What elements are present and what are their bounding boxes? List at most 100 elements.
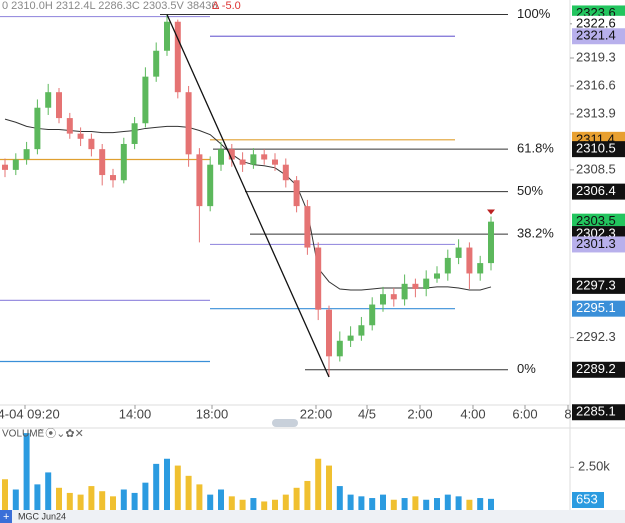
volume-bar: [444, 494, 451, 510]
volume-bar: [347, 494, 354, 510]
volume-bar: [185, 475, 192, 510]
price-badge: [572, 236, 625, 253]
x-tick-label: 18:00: [196, 406, 229, 421]
volume-bar: [423, 499, 430, 510]
candle-body: [239, 159, 246, 165]
y-tick-label: 2313.9: [576, 105, 616, 120]
volume-bar: [369, 498, 376, 510]
candle-body: [434, 273, 440, 279]
add-button[interactable]: [0, 510, 12, 523]
candle-body: [34, 107, 41, 150]
price-badge: [572, 141, 625, 158]
volume-bar: [304, 480, 311, 510]
x-tick-label: 4:00: [460, 406, 485, 421]
y-tick-label: 2319.3: [576, 49, 616, 64]
fib-label: 0%: [517, 361, 536, 376]
symbol-tab[interactable]: MGC Jun24: [18, 511, 66, 521]
candle-body: [401, 283, 408, 300]
volume-bar: [88, 486, 95, 510]
volume-bar: [293, 487, 300, 510]
volume-bar: [131, 492, 138, 510]
candle-body: [423, 278, 430, 289]
volume-badge-label: 653: [576, 491, 598, 506]
candle-body: [347, 335, 354, 341]
volume-bar: [99, 491, 106, 510]
price-badge: [572, 404, 625, 421]
add-icon[interactable]: +: [3, 511, 9, 523]
candle-body: [88, 138, 95, 150]
x-tick-label: 14:00: [119, 406, 152, 421]
candle-body: [326, 309, 332, 357]
price-badge: [572, 277, 625, 294]
volume-bar: [218, 489, 224, 510]
y-tick-label: 2292.3: [576, 329, 616, 344]
volume-bar: [455, 496, 462, 510]
delta: Δ -5.0: [212, 0, 241, 12]
volume-bar: [120, 489, 127, 510]
candle-body: [153, 50, 160, 77]
volume-bar: [315, 458, 322, 510]
ohlc-header: 0 2310.0H 2312.4L 2286.3C 2303.5V 38436: [2, 0, 218, 12]
candle-body: [261, 154, 268, 160]
candle-body: [66, 118, 73, 134]
candle-body: [23, 149, 30, 160]
volume-bar: [110, 496, 116, 510]
candle-body: [477, 263, 484, 274]
volume-bar: [164, 458, 170, 510]
x-tick-label: 04-04 09:20: [0, 406, 60, 421]
y-tick-label: 2308.5: [576, 161, 616, 176]
price-badge: [572, 28, 625, 45]
volume-bar: [153, 463, 160, 510]
candle-body: [56, 92, 62, 119]
moving-average: [4, 118, 492, 291]
volume-bar: [196, 484, 203, 510]
x-tick-label: 4/5: [358, 406, 376, 421]
price-badge-label: 2303.5: [576, 213, 616, 228]
candle-body: [99, 149, 106, 176]
candle-body: [2, 164, 8, 170]
volume-bar: [250, 498, 257, 510]
price-badge-label: 2297.3: [576, 277, 616, 292]
plot-area: 2322.6 2319.3 2316.6 2313.9 2308.5 2292.3 100%…: [0, 5, 625, 510]
volume-bar: [34, 484, 41, 510]
fib-label: 61.8%: [517, 141, 554, 156]
volume-bar: [261, 501, 268, 510]
candle-body: [131, 123, 138, 144]
candle-body: [336, 340, 343, 357]
volume-bar: [12, 489, 19, 510]
candle-body: [315, 247, 322, 310]
candle-body: [282, 164, 289, 181]
candle-body: [293, 180, 300, 207]
fib-label: 100%: [517, 6, 551, 21]
volume-bar: [434, 498, 440, 510]
candle-body: [164, 21, 170, 51]
price-badge-label: 2310.5: [576, 141, 616, 156]
trend-line: [166, 14, 330, 378]
candle-body: [358, 325, 365, 336]
candle-body: [390, 294, 397, 300]
x-tick-label: 6:00: [512, 406, 537, 421]
price-badge: [572, 15, 625, 32]
candle-body: [196, 154, 203, 207]
volume-bar: [45, 472, 52, 510]
fib-label: 50%: [517, 183, 543, 198]
price-badge: [572, 300, 625, 317]
price-badge-label: 2321.4: [576, 28, 616, 43]
candle-body: [304, 206, 311, 248]
price-badge: [572, 183, 625, 200]
volume-bar: [66, 492, 73, 510]
candle-body: [12, 159, 19, 170]
volume-bar: [401, 498, 408, 510]
candle-body: [45, 92, 52, 108]
price-badge-label: 2289.2: [576, 361, 616, 376]
volume-bar: [412, 496, 419, 510]
volume-icons[interactable]: ⌃⦿⌄✿✕: [36, 427, 84, 440]
fib-label: 38.2%: [517, 226, 554, 241]
candle-body: [185, 92, 192, 155]
candle-body: [272, 159, 278, 165]
candle-body: [77, 133, 84, 139]
scrollbar[interactable]: [272, 419, 298, 427]
price-badge-label: 2295.1: [576, 300, 616, 315]
